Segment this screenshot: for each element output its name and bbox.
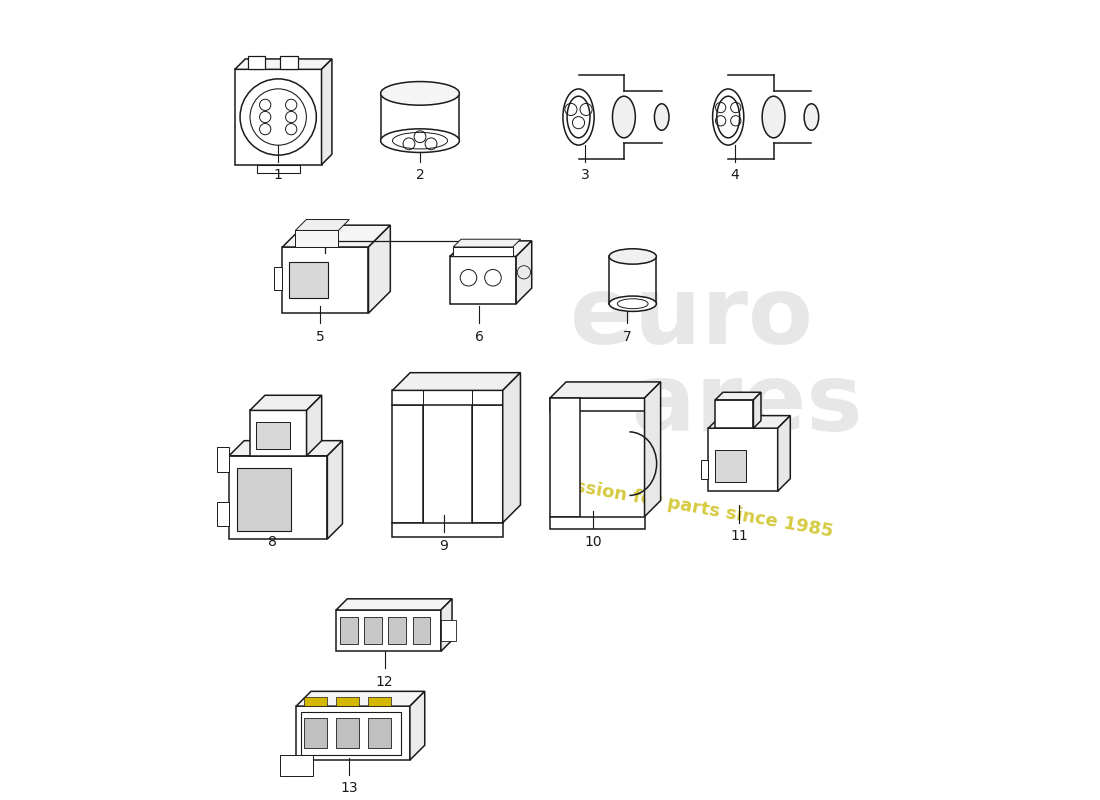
Polygon shape bbox=[778, 416, 790, 491]
Polygon shape bbox=[715, 400, 754, 428]
Ellipse shape bbox=[762, 96, 785, 138]
Polygon shape bbox=[328, 441, 342, 539]
Text: 10: 10 bbox=[584, 534, 602, 549]
Bar bbox=[296, 230, 339, 247]
Bar bbox=[336, 718, 359, 748]
Polygon shape bbox=[250, 395, 321, 410]
Bar bbox=[336, 698, 359, 706]
Bar bbox=[388, 618, 406, 644]
Ellipse shape bbox=[609, 249, 657, 264]
Text: ares: ares bbox=[631, 358, 862, 450]
Text: euro: euro bbox=[571, 272, 813, 364]
Polygon shape bbox=[441, 599, 452, 651]
Polygon shape bbox=[321, 59, 332, 165]
Polygon shape bbox=[550, 517, 645, 530]
Text: 5: 5 bbox=[316, 330, 324, 344]
Ellipse shape bbox=[804, 104, 818, 130]
Polygon shape bbox=[410, 691, 425, 760]
Polygon shape bbox=[235, 59, 332, 70]
Bar bbox=[367, 718, 390, 748]
Polygon shape bbox=[393, 405, 424, 522]
Bar bbox=[217, 502, 229, 526]
Polygon shape bbox=[645, 382, 661, 517]
Ellipse shape bbox=[717, 96, 739, 138]
Bar bbox=[255, 422, 289, 449]
Polygon shape bbox=[296, 706, 410, 760]
Polygon shape bbox=[368, 225, 390, 313]
Polygon shape bbox=[393, 522, 503, 537]
Bar bbox=[256, 165, 300, 174]
Bar bbox=[364, 618, 382, 644]
Text: 2: 2 bbox=[416, 168, 425, 182]
Ellipse shape bbox=[568, 96, 590, 138]
Bar bbox=[340, 618, 359, 644]
Bar bbox=[274, 267, 283, 290]
Text: 4: 4 bbox=[730, 168, 739, 182]
Polygon shape bbox=[283, 247, 368, 313]
Polygon shape bbox=[296, 691, 425, 706]
Polygon shape bbox=[283, 225, 390, 247]
Polygon shape bbox=[337, 610, 441, 651]
Polygon shape bbox=[503, 373, 520, 522]
Ellipse shape bbox=[381, 82, 460, 105]
Text: 3: 3 bbox=[581, 168, 590, 182]
Bar bbox=[304, 718, 327, 748]
Polygon shape bbox=[307, 395, 321, 456]
Polygon shape bbox=[550, 382, 661, 398]
Polygon shape bbox=[393, 373, 520, 390]
Bar bbox=[236, 468, 292, 530]
Bar bbox=[300, 711, 400, 754]
Polygon shape bbox=[337, 599, 452, 610]
Text: 12: 12 bbox=[376, 675, 394, 689]
Bar bbox=[367, 698, 390, 706]
Ellipse shape bbox=[654, 104, 669, 130]
Bar bbox=[280, 56, 298, 70]
Polygon shape bbox=[550, 398, 645, 410]
Polygon shape bbox=[754, 392, 761, 428]
Polygon shape bbox=[450, 241, 531, 257]
Text: 9: 9 bbox=[439, 538, 448, 553]
Polygon shape bbox=[715, 392, 761, 400]
Polygon shape bbox=[708, 428, 778, 491]
Polygon shape bbox=[250, 410, 307, 456]
Polygon shape bbox=[708, 416, 790, 428]
Text: passion for parts since 1985: passion for parts since 1985 bbox=[549, 474, 835, 541]
Bar bbox=[289, 262, 328, 298]
Bar bbox=[441, 620, 455, 641]
Text: 6: 6 bbox=[475, 330, 484, 344]
Polygon shape bbox=[229, 441, 342, 456]
Ellipse shape bbox=[381, 129, 460, 153]
Polygon shape bbox=[453, 239, 520, 247]
Bar bbox=[412, 618, 430, 644]
Text: 7: 7 bbox=[623, 330, 631, 344]
Text: 13: 13 bbox=[340, 781, 358, 795]
Bar bbox=[248, 56, 265, 70]
Bar bbox=[702, 460, 708, 478]
Polygon shape bbox=[450, 257, 516, 304]
Polygon shape bbox=[472, 405, 503, 522]
Polygon shape bbox=[550, 398, 581, 517]
Bar bbox=[279, 754, 312, 776]
Text: 8: 8 bbox=[268, 534, 277, 549]
Bar bbox=[453, 247, 513, 257]
Text: 1: 1 bbox=[274, 168, 283, 182]
Bar bbox=[304, 698, 327, 706]
Polygon shape bbox=[235, 70, 321, 165]
Polygon shape bbox=[516, 241, 531, 304]
Bar bbox=[715, 450, 747, 482]
Ellipse shape bbox=[613, 96, 636, 138]
Bar bbox=[217, 447, 229, 473]
Polygon shape bbox=[393, 390, 503, 405]
Ellipse shape bbox=[609, 296, 657, 311]
Text: 11: 11 bbox=[730, 529, 748, 543]
Polygon shape bbox=[229, 456, 328, 539]
Polygon shape bbox=[296, 219, 350, 230]
